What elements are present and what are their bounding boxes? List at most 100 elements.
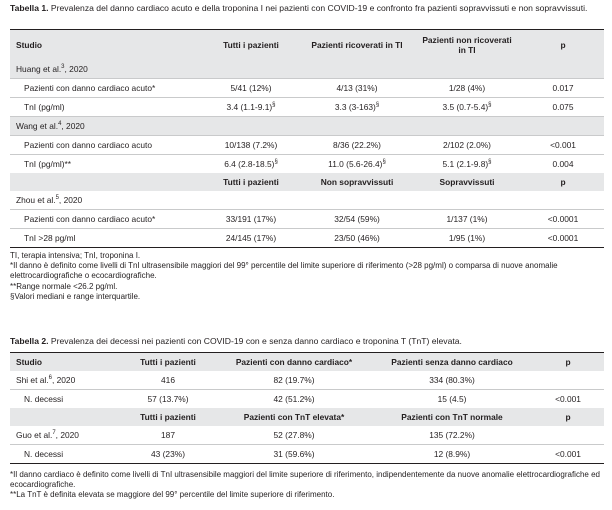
cell-tnt-high: 52 (27.8%) [216,426,372,445]
cell-icu: 4/13 (31%) [302,78,412,98]
table2: Studio Tutti i pazienti Pazienti con dan… [10,352,604,464]
cell-value: 3.4 (1.1-9.1) [226,102,273,112]
table1-header-studio: Studio [10,29,200,60]
study-year: , 2020 [58,195,83,205]
study-ref: 7 [52,430,56,437]
cell-without-damage: 15 (4.5) [372,389,532,408]
table2-note: *Il danno cardiaco è definito come livel… [10,470,600,490]
table1-header2-p: p [522,173,604,191]
table-row: Pazienti con danno cardiaco acuto* 5/41 … [10,78,604,98]
cell-with-damage: 42 (51.2%) [216,389,372,408]
cell-non-icu: 3.5 (0.7-5.4)§ [412,97,522,117]
table1-header-non-icu: Pazienti non ricoverati in TI [412,29,522,60]
cell-all: 10/138 (7.2%) [200,135,302,155]
study-name: Guo et al. [16,430,53,440]
table2-header-p: p [532,352,604,371]
table1-header-all: Tutti i pazienti [200,29,302,60]
study-year: , 2020 [51,375,76,385]
table1-header2-deceased: Non sopravvissuti [302,173,412,191]
study-year: , 2020 [61,121,85,131]
cell-non-icu: 2/102 (2.0%) [412,135,522,155]
cell-mark: § [375,102,380,109]
table-row: Pazienti con danno cardiaco acuto 10/138… [10,135,604,155]
table1-note: *Il danno è definito come livelli di TnI… [10,261,558,281]
cell-mark: § [488,102,492,109]
table1-note: §Valori mediani e range interquartile. [10,291,141,301]
row-label: TnI (pg/ml)** [10,154,200,173]
cell-value: 11.0 (5.6-26.4) [328,159,383,169]
table-row: Pazienti con danno cardiaco acuto* 33/19… [10,209,604,229]
table2-notes: *Il danno cardiaco è definito come livel… [10,470,604,501]
cell-p: 0.075 [522,97,604,117]
cell-p: <0.0001 [522,209,604,229]
table1: Studio Tutti i pazienti Pazienti ricover… [10,29,604,248]
table1-header2-all: Tutti i pazienti [200,173,302,191]
cell-icu: 8/36 (22.2%) [302,135,412,155]
table2-header-with-damage: Pazienti con danno cardiaco* [216,352,372,371]
cell-p: <0.001 [522,135,604,155]
table1-caption-text: Prevalenza del danno cardiaco acuto e de… [48,3,588,13]
cell-icu: 3.3 (3-163)§ [302,97,412,117]
cell-all: 5/41 (12%) [200,78,302,98]
table2-header-all: Tutti i pazienti [120,352,216,371]
study-name: Huang et al. [16,64,62,74]
study-name: Zhou et al. [16,195,56,205]
table2-header2-p: p [532,408,604,426]
table-row: TnI (pg/ml) 3.4 (1.1-9.1)§ 3.3 (3-163)§ … [10,97,604,117]
study-ref: 3 [61,64,65,71]
cell-p [532,426,604,445]
cell-value: 6.4 (2.8-18.5) [224,159,275,169]
study-name: Shi et al. [16,375,49,385]
cell-deceased: 23/50 (46%) [302,228,412,248]
cell-tnt-normal: 12 (8.9%) [372,444,532,464]
table2-header2-empty [10,408,120,426]
cell-survivors: 1/95 (1%) [412,228,522,248]
cell-mark: § [272,102,276,109]
table1-header-icu: Pazienti ricoverati in TI [302,29,412,60]
cell-all: 24/145 (17%) [200,228,302,248]
table1-header2-empty [10,173,200,191]
table1-header-row-2: Tutti i pazienti Non sopravvissuti Sopra… [10,173,604,191]
cell-p: 0.004 [522,154,604,173]
table2-caption-text: Prevalenza dei decessi nei pazienti con … [48,336,462,346]
cell-all: 416 [120,371,216,390]
table2-group-guo: Guo et al.7, 2020 187 52 (27.8%) 135 (72… [10,426,604,445]
cell-p: <0.001 [532,444,604,464]
table2-caption: Tabella 2. Prevalenza dei decessi nei pa… [10,336,604,347]
table-row: N. decessi 43 (23%) 31 (59.6%) 12 (8.9%)… [10,444,604,464]
table1-header2-survivors: Sopravvissuti [412,173,522,191]
table1-notes: TI, terapia intensiva; TnI, troponina I.… [10,251,604,302]
table1-header-row: Studio Tutti i pazienti Pazienti ricover… [10,29,604,60]
cell-p: <0.001 [532,389,604,408]
study-year: , 2020 [64,64,88,74]
table1-group-huang: Huang et al.3, 2020 [10,60,604,79]
table-row: TnI (pg/ml)** 6.4 (2.8-18.5)§ 11.0 (5.6-… [10,154,604,173]
row-label: TnI >28 pg/ml [10,228,200,248]
cell-p [532,371,604,390]
row-label: TnI (pg/ml) [10,97,200,117]
table2-header-row-2: Tutti i pazienti Pazienti con TnT elevat… [10,408,604,426]
table1-note: TI, terapia intensiva; TnI, troponina I. [10,251,141,260]
table2-note: **La TnT è definita elevata se maggiore … [10,490,335,500]
cell-all: 3.4 (1.1-9.1)§ [200,97,302,117]
row-label: N. decessi [10,389,120,408]
study-year: , 2020 [55,430,79,440]
cell-mark: § [488,159,492,166]
cell-value: 5.1 (2.1-9.8) [442,159,489,169]
cell-mark: § [382,159,386,166]
table1-note: **Range normale <26.2 pg/ml. [10,281,118,291]
cell-value: 3.5 (0.7-5.4) [442,102,489,112]
cell-all: 57 (13.7%) [120,389,216,408]
row-label: N. decessi [10,444,120,464]
table-row: TnI >28 pg/ml 24/145 (17%) 23/50 (46%) 1… [10,228,604,248]
cell-all: 6.4 (2.8-18.5)§ [200,154,302,173]
study-name: Wang et al. [16,121,59,131]
row-label: Pazienti con danno cardiaco acuto* [10,78,200,98]
cell-icu: 11.0 (5.6-26.4)§ [302,154,412,173]
cell-value: 3.3 (3-163) [334,102,376,112]
table2-header2-tnt-normal: Pazienti con TnT normale [372,408,532,426]
table2-header2-all: Tutti i pazienti [120,408,216,426]
study-ref: 6 [48,375,52,382]
cell-survivors: 1/137 (1%) [412,209,522,229]
table2-group-shi: Shi et al.6, 2020 416 82 (19.7%) 334 (80… [10,371,604,390]
